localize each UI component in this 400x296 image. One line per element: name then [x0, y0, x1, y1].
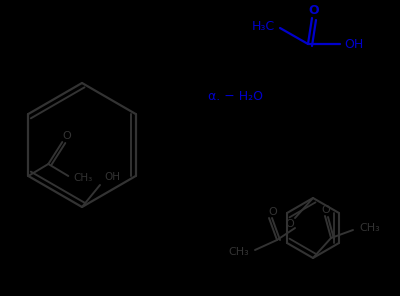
Text: CH₃: CH₃	[359, 223, 380, 233]
Text: O: O	[269, 207, 277, 217]
Text: OH: OH	[104, 172, 120, 182]
Text: CH₃: CH₃	[73, 173, 92, 183]
Text: H₃C: H₃C	[252, 20, 275, 33]
Text: O: O	[62, 131, 71, 141]
Text: O: O	[309, 4, 319, 17]
Text: OH: OH	[344, 38, 363, 51]
Text: CH₃: CH₃	[228, 247, 249, 257]
Text: O: O	[286, 219, 294, 229]
Text: α. − H₂O: α. − H₂O	[208, 89, 263, 102]
Text: O: O	[322, 205, 330, 215]
